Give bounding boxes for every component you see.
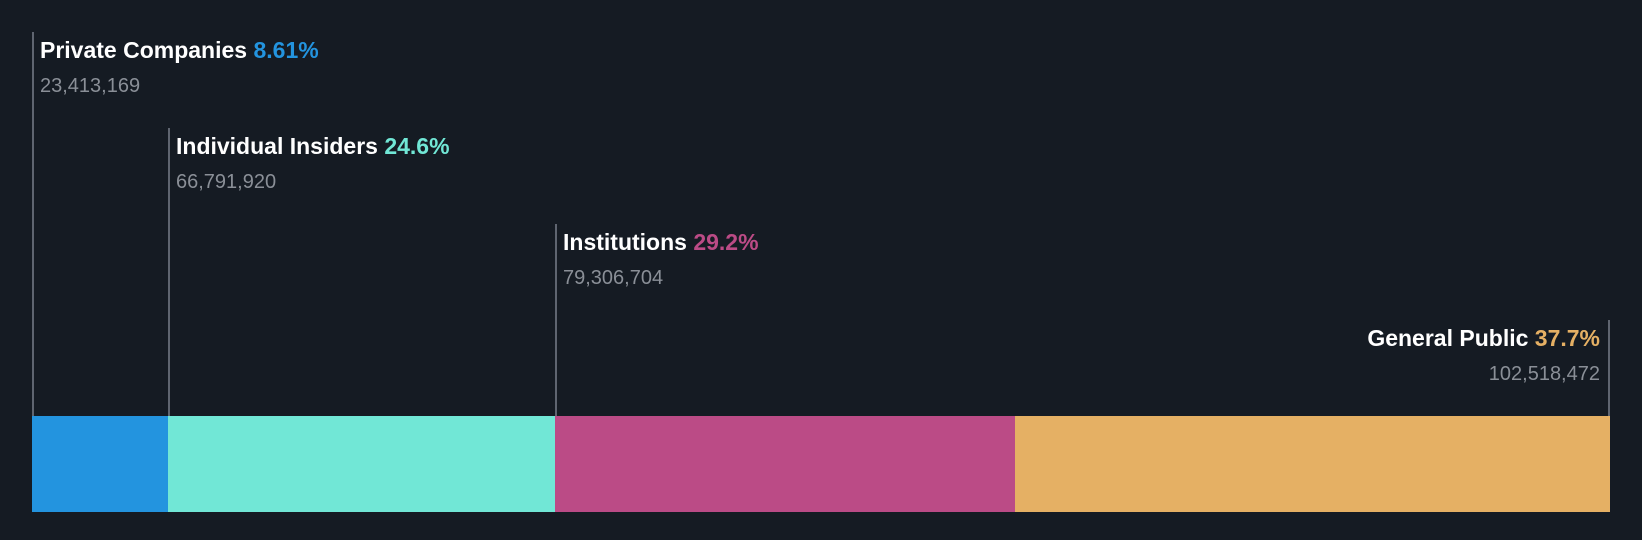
label-private-companies: Private Companies 8.61% 23,413,169 — [40, 36, 319, 98]
label-institutions: Institutions 29.2% 79,306,704 — [563, 228, 759, 290]
segment-shares: 66,791,920 — [176, 171, 277, 193]
segment-name: Private Companies — [40, 37, 248, 63]
bar-segment-institutions[interactable] — [555, 416, 1015, 512]
label-general-public: General Public 37.7% 102,518,472 — [1367, 324, 1600, 386]
segment-title: Institutions 29.2% — [563, 228, 759, 256]
leader-line-general-public — [1608, 320, 1610, 416]
leader-line-individual-insiders — [168, 128, 170, 416]
segment-percent: 37.7% — [1534, 325, 1600, 351]
segment-percent: 8.61% — [253, 37, 319, 63]
bar-segment-private-companies[interactable] — [32, 416, 168, 512]
bar-segment-general-public[interactable] — [1015, 416, 1610, 512]
segment-title: General Public 37.7% — [1367, 324, 1600, 352]
segment-title: Individual Insiders 24.6% — [176, 132, 450, 160]
leader-line-institutions — [555, 224, 557, 416]
leader-line-private-companies — [32, 32, 34, 416]
segment-name: Individual Insiders — [176, 133, 378, 159]
segment-shares: 79,306,704 — [563, 267, 664, 289]
bar-segment-individual-insiders[interactable] — [168, 416, 555, 512]
label-individual-insiders: Individual Insiders 24.6% 66,791,920 — [176, 132, 450, 194]
segment-percent: 29.2% — [693, 229, 759, 255]
segment-name: General Public — [1367, 325, 1529, 351]
segment-title: Private Companies 8.61% — [40, 36, 319, 64]
segment-shares: 102,518,472 — [1488, 363, 1600, 385]
segment-percent: 24.6% — [384, 133, 450, 159]
segment-name: Institutions — [563, 229, 687, 255]
segment-shares: 23,413,169 — [40, 75, 141, 97]
